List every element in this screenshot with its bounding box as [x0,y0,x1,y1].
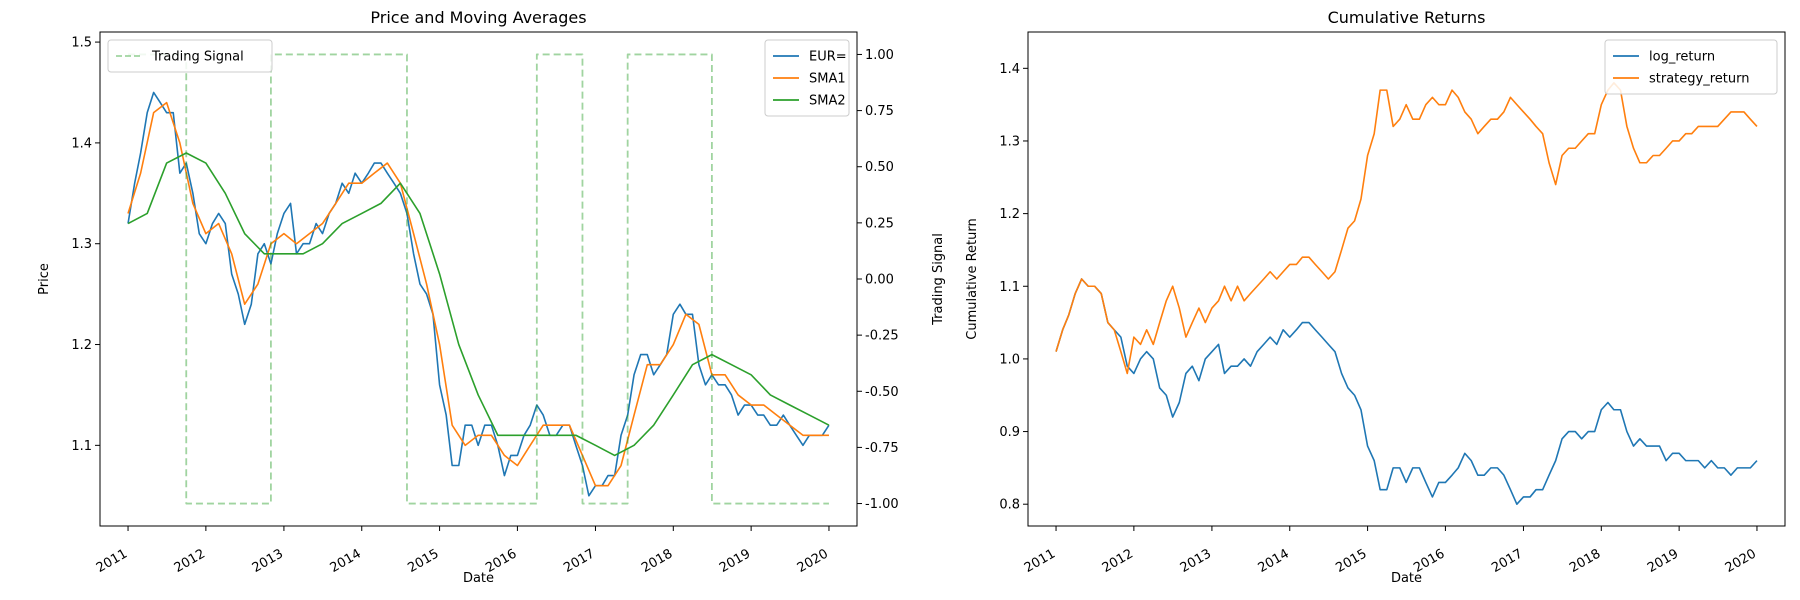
y-right-axis-label: Trading Signal [931,233,946,326]
x-tick-label: 2012 [172,546,208,576]
x-tick-label: 2015 [1333,546,1369,576]
series-line-log-return [1055,278,1758,506]
x-tick-label: 2019 [717,546,753,576]
y-right-tick-label: -0.75 [865,441,899,456]
x-tick-label: 2012 [1100,546,1136,576]
plot-frame [99,31,858,527]
x-tick-label: 2019 [1645,546,1681,576]
y-axis-label: Cumulative Return [965,218,980,339]
y-tick-label: 1.4 [999,62,1020,77]
y-tick-label: 1.3 [71,237,92,252]
y-tick-label: 0.8 [999,498,1020,513]
y-axis-label: Price [37,263,52,295]
series-line-strategy-return [1055,82,1758,375]
y-right-tick-label: 1.00 [865,48,894,63]
x-tick-label: 2011 [1022,546,1058,576]
legend-label: SMA2 [809,94,846,109]
y-tick-label: 1.1 [999,280,1020,295]
y-right-tick-label: -1.00 [865,497,899,512]
y-tick-label: 1.2 [71,338,92,353]
chart-panel-2: 2011 2012 2013 2014 2015 2016 2017 2018 2019 2020… [965,8,1786,586]
legend: EUR= SMA1 SMA2 [764,39,850,117]
x-tick-label: 2017 [1489,546,1525,576]
series-line-sma2 [127,152,830,457]
x-tick-label: 2013 [1178,546,1214,576]
x-tick-label: 2017 [561,546,597,576]
y-right-tick-label: 0.00 [865,273,894,288]
x-tick-label: 2014 [1256,546,1292,576]
legend-label: strategy_return [1649,72,1749,87]
x-tick-label: 2020 [1723,546,1759,576]
legend-label: SMA1 [809,72,846,87]
x-tick-label: 2018 [639,546,675,576]
y-right-tick-label: -0.25 [865,329,899,344]
y-tick-label: 1.3 [999,134,1020,149]
y-right-tick-label: 0.75 [865,104,894,119]
plot-frame [1027,31,1786,527]
y-tick-label: 1.5 [71,36,92,51]
y-right-tick-label: 0.50 [865,160,894,175]
y-right-tick-label: -0.50 [865,385,899,400]
series-line-trading-signal [128,53,829,505]
legend-box [764,39,850,117]
chart-title: Price and Moving Averages [370,8,586,27]
x-axis-label: Date [463,571,494,586]
y-tick-label: 1.2 [999,207,1020,222]
x-tick-label: 2018 [1567,546,1603,576]
x-tick-label: 2011 [94,546,130,576]
y-tick-label: 1.0 [999,352,1020,367]
chart-title: Cumulative Returns [1328,8,1486,27]
y-tick-label: 0.9 [999,425,1020,440]
legend-label: EUR= [809,50,847,65]
legend-box [107,39,273,73]
legend-label: Trading Signal [151,50,244,65]
y-right-tick-label: 0.25 [865,216,894,231]
legend-label: log_return [1649,50,1715,65]
chart-panel-1: 2011 2012 2013 2014 2015 2016 2017 2018 2019 2020… [37,8,946,586]
x-tick-label: 2015 [405,546,441,576]
x-axis-label: Date [1391,571,1422,586]
y-tick-label: 1.4 [71,136,92,151]
y-tick-label: 1.1 [71,439,92,454]
x-tick-label: 2014 [328,546,364,576]
series-line-sma1 [127,101,829,487]
x-tick-label: 2013 [250,546,286,576]
x-tick-label: 2020 [795,546,831,576]
legend: log_return strategy_return [1604,39,1778,95]
legend-box [1604,39,1778,95]
legend: Trading Signal [107,39,273,73]
